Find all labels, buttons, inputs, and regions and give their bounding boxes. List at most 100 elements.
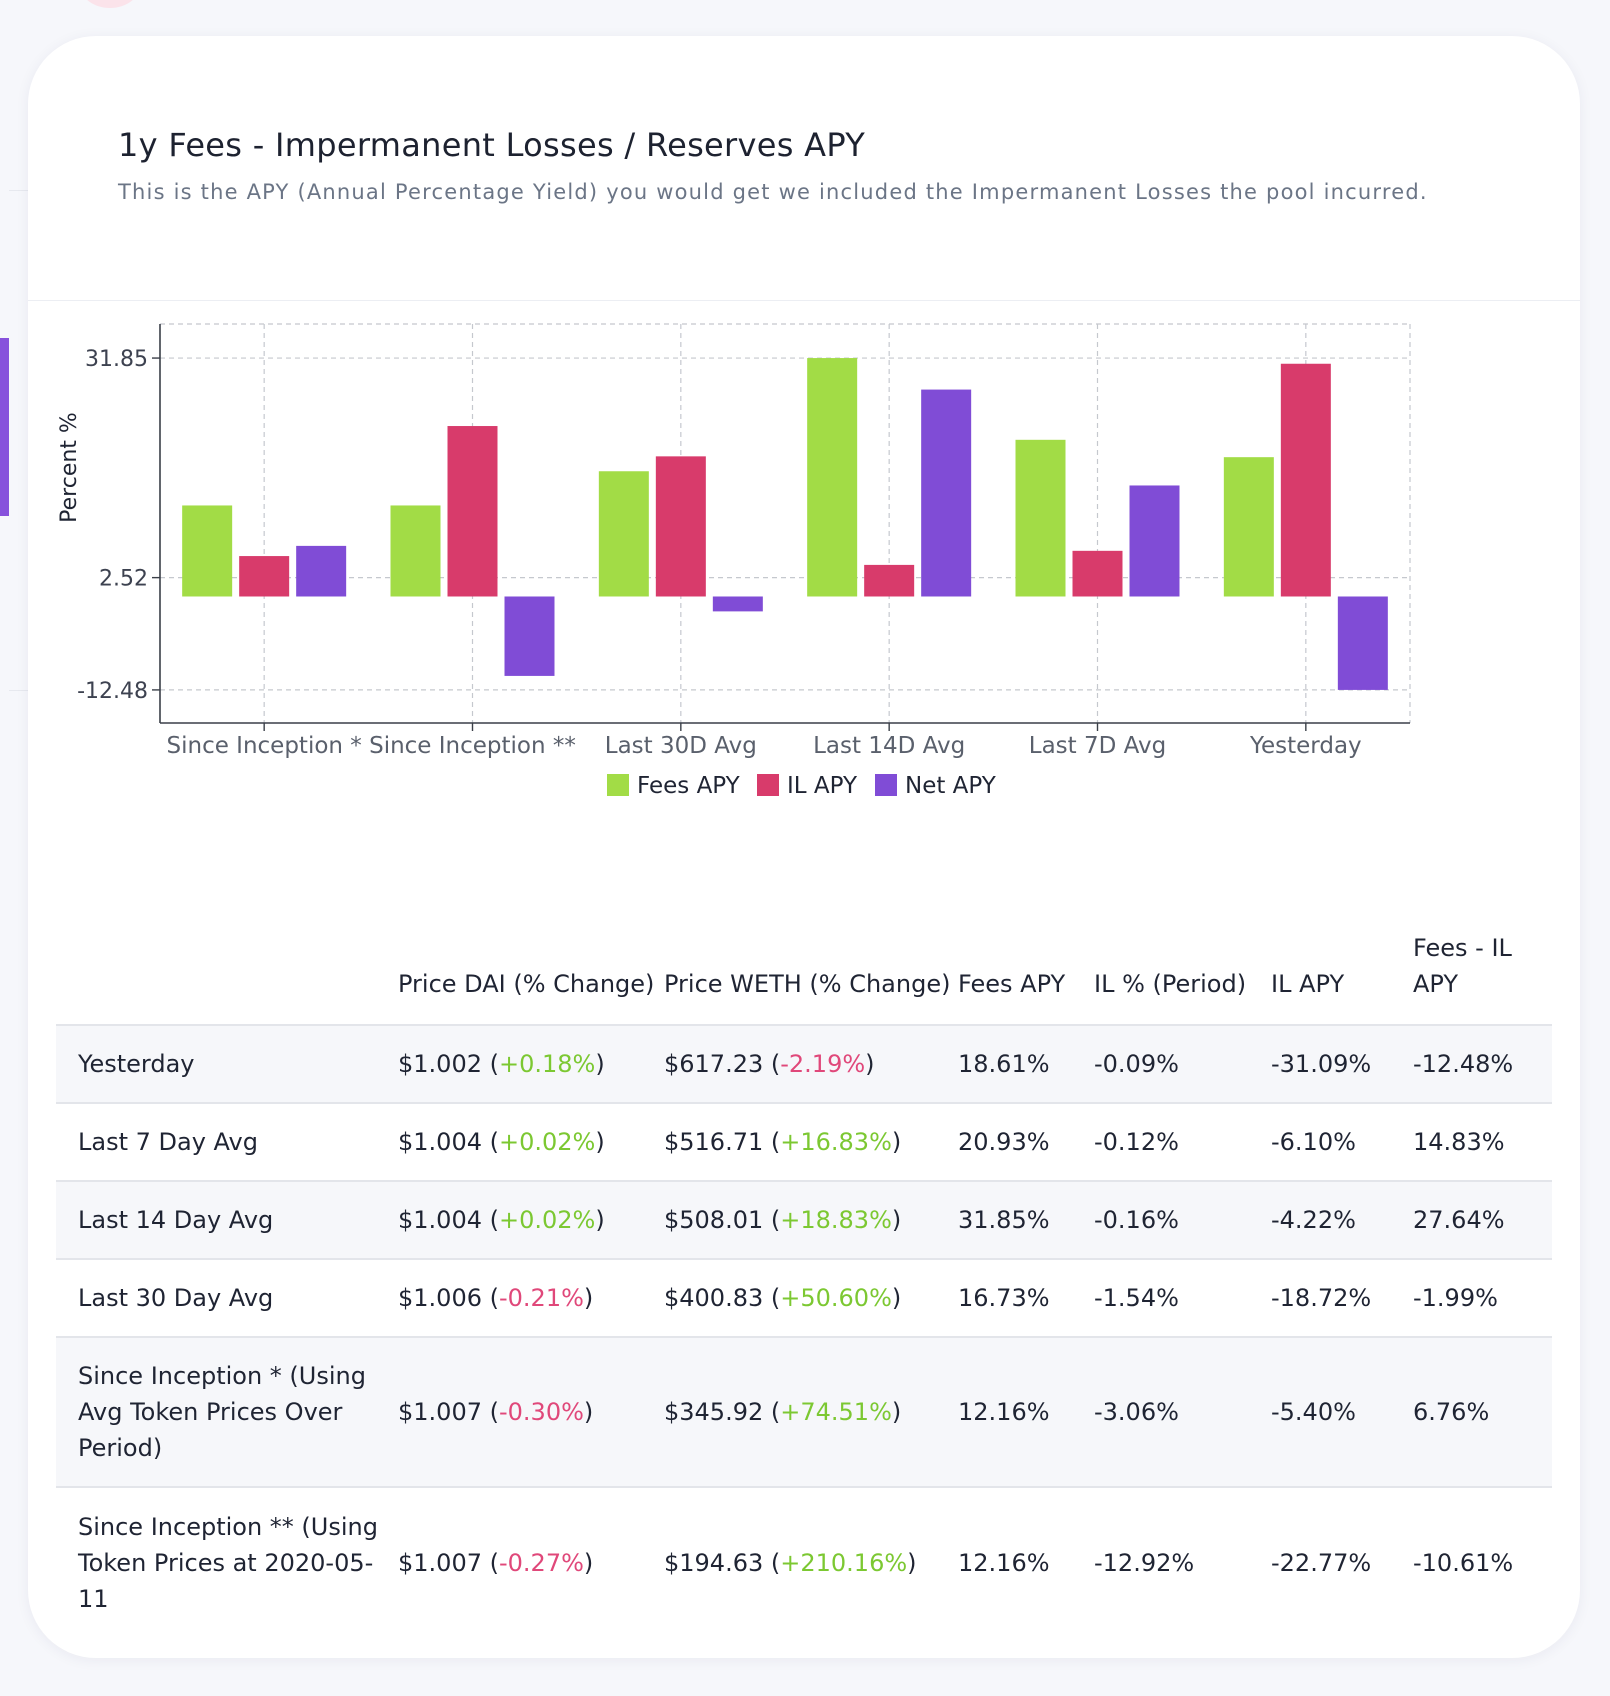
il-period-cell: -0.09% [1094, 1050, 1179, 1078]
weth-change: +18.83% [780, 1206, 892, 1234]
bar-il-apy [1280, 363, 1331, 597]
row-label: Last 14 Day Avg [78, 1206, 274, 1234]
legend-item-fees-apy[interactable]: Fees APY [607, 773, 741, 799]
fees-apy-cell: 12.16% [958, 1548, 1050, 1577]
bar-net-apy [1337, 596, 1388, 690]
dai-price-cell: $1.007 (-0.27%) [398, 1548, 594, 1577]
card-header: 1y Fees - Impermanent Losses / Reserves … [118, 126, 1540, 204]
table-row: Since Inception ** (Using Token Prices a… [56, 1487, 1552, 1637]
fees-il-apy-cell: -10.61% [1413, 1548, 1514, 1577]
table-row: Last 14 Day Avg $1.004 (+0.02%) $508.01 … [56, 1181, 1552, 1259]
dai-price-cell: $1.004 (+0.02%) [398, 1128, 605, 1156]
il-period-cell: -0.16% [1094, 1206, 1179, 1234]
bar-net-apy [1129, 485, 1180, 597]
legend-label: Net APY [905, 773, 997, 799]
legend-swatch [875, 774, 897, 796]
weth-price: $617.23 [664, 1050, 764, 1078]
card-subtitle: This is the APY (Annual Percentage Yield… [118, 180, 1428, 204]
il-apy-cell: -22.77% [1271, 1548, 1372, 1577]
fees-apy-cell: 16.73% [958, 1284, 1050, 1312]
bar-il-apy [239, 556, 290, 597]
weth-change: +210.16% [780, 1548, 908, 1577]
table-row: Yesterday $1.002 (+0.18%) $617.23 (-2.19… [56, 1025, 1552, 1103]
row-label: Yesterday [78, 1050, 195, 1078]
il-period-cell: -0.12% [1094, 1128, 1179, 1156]
legend-swatch [757, 774, 779, 796]
bar-il-apy [655, 456, 706, 597]
table-row: Last 7 Day Avg $1.004 (+0.02%) $516.71 (… [56, 1103, 1552, 1181]
chart-grid [160, 323, 1411, 723]
sidebar-divider [9, 190, 29, 191]
weth-price: $516.71 [664, 1128, 764, 1156]
bar-net-apy [296, 545, 347, 597]
apy-table: Price DAI (% Change) Price WETH (% Chang… [56, 930, 1552, 1637]
bar-fees-apy [807, 358, 858, 597]
header-fees-apy: Fees APY [958, 970, 1066, 998]
weth-change: -2.19% [780, 1050, 866, 1078]
bar-fees-apy [598, 471, 649, 597]
fees-il-apy-cell: 6.76% [1413, 1398, 1490, 1426]
x-tick-label: Since Inception * [167, 733, 362, 759]
dai-change: +0.02% [498, 1128, 596, 1156]
fees-il-apy-cell: 27.64% [1413, 1206, 1505, 1234]
row-label: Last 7 Day Avg [78, 1128, 258, 1156]
dai-price-cell: $1.002 (+0.18%) [398, 1050, 605, 1078]
bar-net-apy [504, 596, 555, 676]
dai-change: -0.21% [498, 1284, 584, 1312]
dai-price-cell: $1.006 (-0.21%) [398, 1284, 594, 1312]
header-price-weth: Price WETH (% Change) [664, 970, 951, 998]
chart-legend[interactable]: Fees APY IL APY Net APY [607, 773, 997, 799]
dai-price: $1.007 [398, 1398, 482, 1426]
fees-apy-cell: 20.93% [958, 1128, 1050, 1156]
bar-fees-apy [1223, 457, 1274, 597]
header-il-apy: IL APY [1271, 970, 1345, 998]
weth-price-cell: $617.23 (-2.19%) [664, 1050, 875, 1078]
dai-change: -0.30% [498, 1398, 584, 1426]
weth-price-cell: $508.01 (+18.83%) [664, 1206, 902, 1234]
weth-price-cell: $194.63 (+210.16%) [664, 1548, 917, 1577]
weth-price-cell: $516.71 (+16.83%) [664, 1128, 902, 1156]
x-tick-label: Last 7D Avg [1029, 733, 1166, 759]
dai-price: $1.007 [398, 1548, 482, 1577]
row-label: Last 30 Day Avg [78, 1284, 274, 1312]
bar-net-apy [712, 596, 763, 612]
fees-apy-cell: 31.85% [958, 1206, 1050, 1234]
il-apy-cell: -6.10% [1271, 1128, 1356, 1156]
y-axis-title: Percent % [57, 412, 82, 523]
legend-label: IL APY [787, 773, 858, 799]
apy-card: 1y Fees - Impermanent Losses / Reserves … [28, 36, 1580, 1658]
bar-il-apy [1072, 550, 1123, 597]
legend-item-il-apy[interactable]: IL APY [757, 773, 858, 799]
chart-axes: 31.85 2.52 -12.48 Since Inception * Since In… [57, 324, 1410, 759]
legend-swatch [607, 774, 629, 796]
weth-price: $194.63 [664, 1548, 764, 1577]
weth-price: $508.01 [664, 1206, 764, 1234]
header-il-period: IL % (Period) [1094, 970, 1247, 998]
fees-apy-cell: 18.61% [958, 1050, 1050, 1078]
x-tick-label: Yesterday [1249, 733, 1362, 759]
header-price-dai: Price DAI (% Change) [398, 970, 655, 998]
header-fees-il-apy: Fees - IL APY [1413, 934, 1512, 998]
header-period [56, 930, 398, 1025]
y-tick-label: -12.48 [77, 679, 148, 704]
y-tick-label: 31.85 [85, 347, 148, 372]
dai-price: $1.004 [398, 1128, 482, 1156]
bar-fees-apy [182, 505, 233, 597]
bar-fees-apy [1015, 439, 1066, 597]
bar-fees-apy [390, 505, 441, 597]
x-tick-label: Last 14D Avg [813, 733, 965, 759]
bar-il-apy [447, 426, 498, 597]
weth-change: +50.60% [780, 1284, 892, 1312]
il-apy-cell: -18.72% [1271, 1284, 1372, 1312]
dai-price: $1.004 [398, 1206, 482, 1234]
x-tick-label: Last 30D Avg [605, 733, 757, 759]
legend-item-net-apy[interactable]: Net APY [875, 773, 997, 799]
fees-apy-cell: 12.16% [958, 1398, 1050, 1426]
dai-price: $1.006 [398, 1284, 482, 1312]
table-header-row: Price DAI (% Change) Price WETH (% Chang… [56, 930, 1552, 1025]
x-tick-label: Since Inception ** [369, 733, 576, 759]
table-row: Last 30 Day Avg $1.006 (-0.21%) $400.83 … [56, 1259, 1552, 1337]
il-apy-cell: -5.40% [1271, 1398, 1356, 1426]
header-divider [28, 300, 1580, 301]
bar-net-apy [921, 389, 972, 597]
